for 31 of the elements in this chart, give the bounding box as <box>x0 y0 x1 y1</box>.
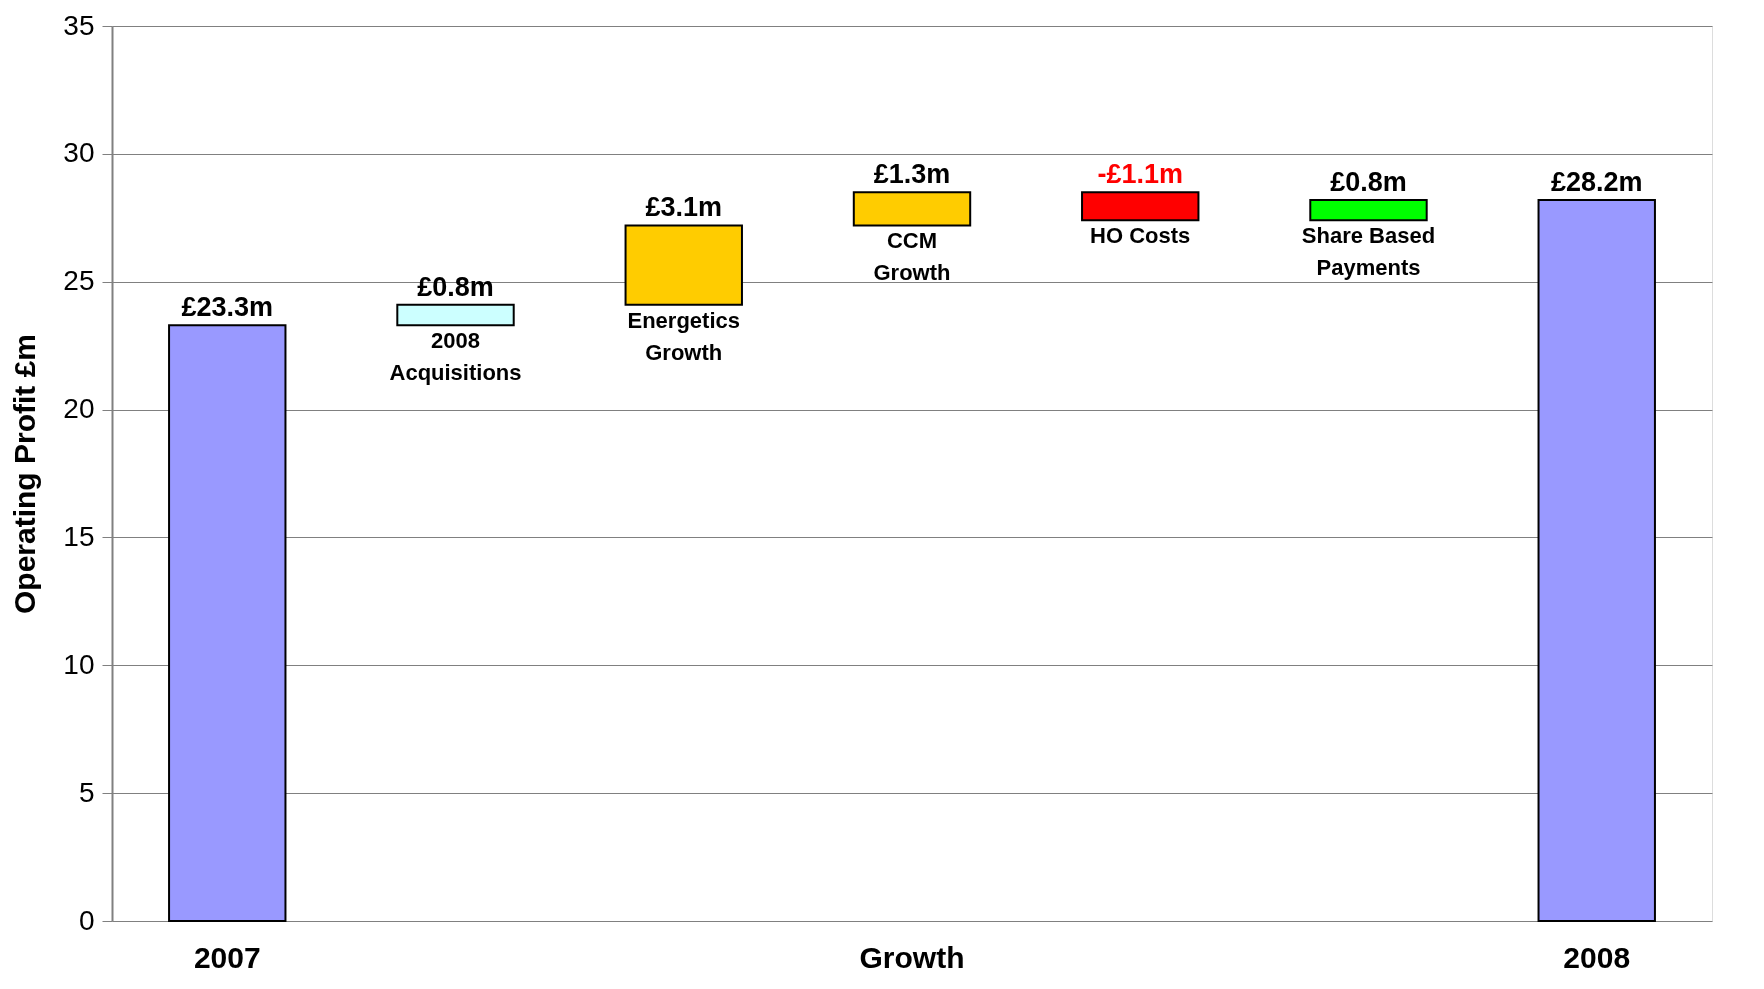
data-label: £1.3m <box>873 159 951 190</box>
bar <box>396 303 515 327</box>
y-tick-label: 30 <box>63 137 95 169</box>
y-tick-label: 20 <box>63 393 95 425</box>
data-label: £23.3m <box>181 292 274 323</box>
y-axis-title: Operating Profit £m <box>8 333 42 615</box>
bar <box>624 224 743 306</box>
bar <box>1081 191 1200 222</box>
annotation: Energetics Growth <box>627 307 740 365</box>
y-tick-label: 35 <box>63 9 95 41</box>
annotation: CCM Growth <box>873 228 951 286</box>
x-tick-label: 2008 <box>1563 940 1631 974</box>
y-tick-label: 0 <box>78 904 95 936</box>
x-tick-label: Growth <box>859 940 965 974</box>
x-tick-label: 2007 <box>193 940 261 974</box>
data-label: £3.1m <box>645 192 723 223</box>
y-tick-label: 5 <box>78 776 95 808</box>
bar <box>1537 198 1656 922</box>
data-label: £0.8m <box>417 271 494 302</box>
annotation: Share Based Payments <box>1301 223 1436 281</box>
y-tick-label: 25 <box>63 265 95 297</box>
data-label: -£1.1m <box>1097 159 1184 190</box>
data-label: £28.2m <box>1550 166 1643 197</box>
y-tick-label: 15 <box>63 520 95 552</box>
bar <box>852 191 972 227</box>
annotation: 2008 Acquisitions <box>389 328 522 386</box>
annotation: HO Costs <box>1090 223 1191 249</box>
y-tick-label: 10 <box>63 648 95 680</box>
bar <box>1309 198 1428 222</box>
bar <box>168 324 287 922</box>
data-label: £0.8m <box>1330 166 1407 197</box>
